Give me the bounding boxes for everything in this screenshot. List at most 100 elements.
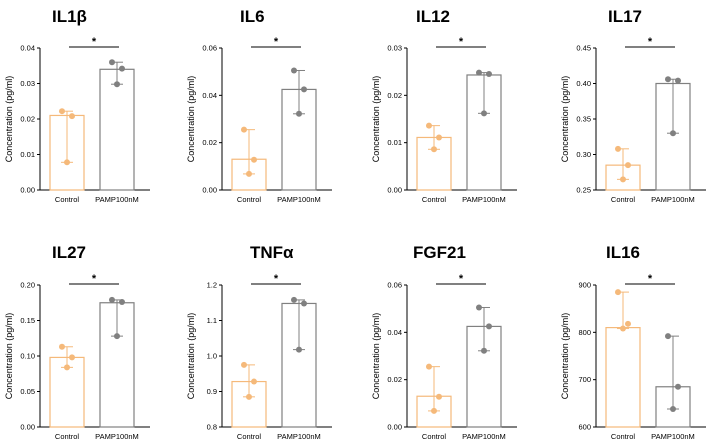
- y-axis-label: Concentration (pg/ml): [371, 76, 381, 163]
- significance-marker: *: [92, 273, 97, 285]
- x-tick-label: Control: [422, 432, 447, 441]
- data-point: [436, 134, 442, 141]
- data-point: [625, 320, 631, 327]
- y-tick-label: 0.00: [202, 186, 217, 195]
- data-point: [109, 296, 115, 303]
- data-point: [301, 86, 307, 93]
- data-point: [246, 170, 252, 177]
- chart-title: IL1β: [52, 7, 87, 26]
- y-tick-label: 0.02: [387, 375, 402, 384]
- y-tick-label: 0.04: [20, 44, 35, 53]
- y-axis-label: Concentration (pg/ml): [4, 313, 14, 400]
- chart-panel-il16: IL16 Concentration (pg/ml) 600 700 800 900 Con…: [560, 243, 706, 441]
- x-tick-label: PAMP100nM: [462, 195, 506, 204]
- y-tick-label: 0.15: [20, 316, 35, 325]
- x-tick-label: PAMP100nM: [277, 432, 321, 441]
- x-tick-label: PAMP100nM: [95, 195, 139, 204]
- data-point: [64, 159, 70, 166]
- y-axis-label: Concentration (pg/ml): [186, 76, 196, 163]
- chart-title: IL17: [608, 7, 642, 26]
- y-tick-label: 0.06: [202, 44, 217, 53]
- y-tick-label: 0.03: [387, 44, 402, 53]
- y-tick-label: 0.45: [576, 44, 591, 53]
- y-tick-label: 0.00: [387, 186, 402, 195]
- significance-marker: *: [92, 36, 97, 48]
- data-point: [426, 363, 432, 370]
- chart-panel-il6: IL6 Concentration (pg/ml) 0.00 0.02 0.04 0.06…: [186, 7, 332, 204]
- data-point: [114, 333, 120, 340]
- y-tick-label: 900: [578, 281, 591, 290]
- y-axis-label: Concentration (pg/ml): [4, 76, 14, 163]
- y-tick-label: 0.20: [20, 281, 35, 290]
- data-point: [620, 176, 626, 183]
- data-point: [114, 81, 120, 88]
- data-point: [431, 146, 437, 153]
- y-tick-label: 0.00: [20, 423, 35, 432]
- data-point: [670, 130, 676, 137]
- y-tick-label: 0.10: [20, 352, 35, 361]
- data-point: [481, 110, 487, 117]
- data-point: [291, 67, 297, 74]
- chart-title: FGF21: [413, 243, 466, 262]
- significance-marker: *: [274, 273, 279, 285]
- x-tick-label: Control: [611, 432, 636, 441]
- y-tick-label: 0.05: [20, 387, 35, 396]
- y-tick-label: 0.30: [576, 150, 591, 159]
- data-point: [665, 333, 671, 340]
- y-tick-label: 1.2: [207, 281, 217, 290]
- y-tick-label: 1.1: [207, 316, 217, 325]
- chart-title: IL16: [606, 243, 640, 262]
- data-point: [119, 299, 125, 306]
- data-point: [296, 346, 302, 353]
- y-tick-label: 0.02: [387, 91, 402, 100]
- x-tick-label: PAMP100nM: [462, 432, 506, 441]
- chart-title: IL6: [240, 7, 265, 26]
- data-point: [241, 361, 247, 368]
- x-tick-label: PAMP100nM: [277, 195, 321, 204]
- data-point: [431, 407, 437, 414]
- y-tick-label: 0.04: [202, 91, 217, 100]
- data-point: [251, 378, 257, 385]
- chart-panel-il27: IL27 Concentration (pg/ml) 0.00 0.05 0.10 0.1…: [4, 243, 150, 441]
- data-point: [246, 393, 252, 400]
- chart-panel-il12: IL12 Concentration (pg/ml) 0.00 0.01 0.02 0.0…: [371, 7, 517, 204]
- data-point: [251, 156, 257, 163]
- data-point: [69, 113, 75, 120]
- significance-marker: *: [648, 273, 653, 285]
- data-point: [436, 393, 442, 400]
- data-point: [69, 354, 75, 361]
- data-point: [119, 65, 125, 72]
- data-point: [665, 76, 671, 83]
- y-tick-label: 0.06: [387, 281, 402, 290]
- y-tick-label: 0.9: [207, 387, 217, 396]
- data-point: [291, 296, 297, 303]
- data-point: [301, 300, 307, 307]
- x-tick-label: Control: [55, 195, 80, 204]
- y-tick-label: 600: [578, 423, 591, 432]
- data-point: [241, 126, 247, 133]
- x-tick-label: Control: [237, 195, 262, 204]
- data-point: [615, 289, 621, 296]
- y-axis-label: Concentration (pg/ml): [560, 76, 570, 163]
- y-tick-label: 800: [578, 328, 591, 337]
- y-tick-label: 0.04: [387, 328, 402, 337]
- x-tick-label: Control: [237, 432, 262, 441]
- data-point: [486, 323, 492, 330]
- y-tick-label: 0.02: [20, 115, 35, 124]
- data-point: [625, 162, 631, 169]
- data-point: [109, 59, 115, 66]
- significance-marker: *: [648, 36, 653, 48]
- y-tick-label: 1.0: [207, 352, 217, 361]
- bar-pamp100nm: [99, 68, 135, 191]
- data-point: [481, 347, 487, 354]
- x-tick-label: PAMP100nM: [651, 195, 695, 204]
- data-point: [615, 145, 621, 152]
- y-tick-label: 0.8: [207, 423, 217, 432]
- data-point: [476, 69, 482, 76]
- x-tick-label: Control: [422, 195, 447, 204]
- y-axis-label: Concentration (pg/ml): [560, 313, 570, 400]
- chart-title: IL12: [416, 7, 450, 26]
- y-tick-label: 0.35: [576, 115, 591, 124]
- data-point: [59, 108, 65, 115]
